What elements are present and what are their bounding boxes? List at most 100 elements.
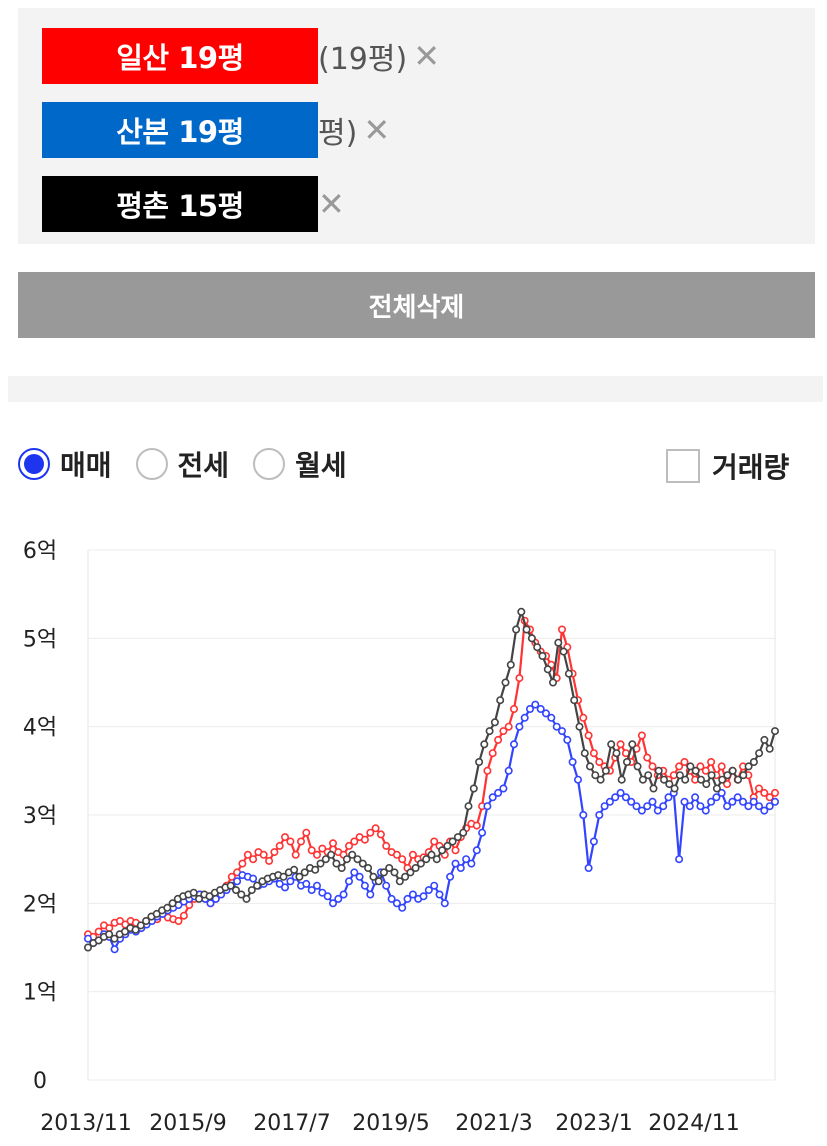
data-point xyxy=(744,802,753,811)
data-point xyxy=(557,625,566,634)
data-point xyxy=(302,879,311,888)
data-point xyxy=(472,846,481,855)
radio-circle-icon[interactable] xyxy=(18,448,50,480)
data-point xyxy=(760,806,769,815)
x-tick-label: 2023/1 xyxy=(555,1111,632,1136)
data-point xyxy=(348,850,357,859)
data-point xyxy=(584,731,593,740)
data-point xyxy=(701,766,710,775)
data-point xyxy=(755,749,764,758)
data-point xyxy=(600,802,609,811)
data-point xyxy=(321,855,330,864)
data-point xyxy=(509,740,518,749)
x-tick-label: 2015/9 xyxy=(149,1111,226,1136)
data-point xyxy=(451,846,460,855)
data-point xyxy=(584,863,593,872)
data-point xyxy=(419,892,428,901)
data-point xyxy=(712,784,721,793)
data-point xyxy=(548,678,557,687)
data-point xyxy=(675,855,684,864)
data-point xyxy=(478,828,487,837)
data-point xyxy=(334,894,343,903)
radio-sale[interactable]: 매매 xyxy=(18,444,112,484)
radio-circle-icon[interactable] xyxy=(135,448,168,480)
tag-ilsan-size: (19평) xyxy=(318,42,408,77)
data-point xyxy=(253,881,262,890)
data-point xyxy=(691,793,700,802)
data-point xyxy=(472,821,481,830)
radio-wolse[interactable]: 월세 xyxy=(253,444,347,484)
data-point xyxy=(509,705,518,714)
data-point xyxy=(265,856,274,865)
data-point xyxy=(438,846,447,855)
close-icon[interactable]: ✕ xyxy=(363,111,391,149)
data-point xyxy=(504,722,513,731)
data-point xyxy=(536,705,545,714)
x-tick-label: 2013/11 xyxy=(40,1111,131,1136)
data-point xyxy=(312,850,321,859)
data-point xyxy=(501,678,510,687)
data-point xyxy=(422,855,431,864)
data-point xyxy=(728,797,737,806)
data-point xyxy=(707,771,716,780)
data-point xyxy=(616,740,625,749)
data-point xyxy=(430,881,439,890)
close-icon[interactable]: ✕ xyxy=(413,37,440,75)
data-point xyxy=(243,850,252,859)
data-point xyxy=(350,868,359,877)
data-point xyxy=(279,872,288,881)
data-point xyxy=(238,859,247,868)
radio-jeonse[interactable]: 전세 xyxy=(135,444,229,484)
data-point xyxy=(557,727,566,736)
tag-ilsan[interactable]: 일산 19평 xyxy=(42,28,318,84)
data-point xyxy=(459,828,468,837)
data-point xyxy=(376,830,385,839)
data-point xyxy=(398,855,407,864)
data-point xyxy=(350,837,359,846)
data-point xyxy=(275,841,284,850)
data-point xyxy=(638,775,647,784)
data-point xyxy=(411,863,420,872)
data-point xyxy=(280,883,289,892)
y-tick-label: 3억 xyxy=(23,804,57,829)
data-point xyxy=(665,780,674,789)
data-point xyxy=(515,722,524,731)
data-point xyxy=(233,877,242,886)
data-point xyxy=(637,731,646,740)
delete-all-button[interactable]: 전체삭제 xyxy=(18,272,815,338)
tag-row-1: 일산 19평 (19평) ✕ xyxy=(42,28,440,84)
data-point xyxy=(552,722,561,731)
x-tick-label: 2017/7 xyxy=(253,1111,330,1136)
data-point xyxy=(717,762,726,771)
data-point xyxy=(427,850,436,859)
data-point xyxy=(517,607,526,616)
tag-pyeongchon[interactable]: 평촌 15평 xyxy=(42,176,318,232)
data-point xyxy=(512,625,521,634)
data-point xyxy=(379,868,388,877)
data-point xyxy=(707,758,716,767)
data-point xyxy=(696,775,705,784)
x-tick-label: 2019/5 xyxy=(352,1111,429,1136)
data-point xyxy=(607,740,616,749)
x-tick-label: 2021/3 xyxy=(455,1111,532,1136)
tag-sanbon[interactable]: 산본 19평 xyxy=(42,102,318,158)
data-point xyxy=(728,766,737,775)
data-point xyxy=(653,806,662,815)
data-point xyxy=(770,727,779,736)
data-point xyxy=(686,762,695,771)
tag-sanbon-size: 평) xyxy=(318,116,358,151)
data-point xyxy=(527,634,536,643)
data-point xyxy=(506,660,515,669)
data-point xyxy=(591,771,600,780)
volume-toggle[interactable]: 거래량 xyxy=(666,446,789,486)
volume-checkbox[interactable] xyxy=(666,449,700,483)
data-point xyxy=(494,735,503,744)
data-point xyxy=(435,890,444,899)
data-point xyxy=(311,865,320,874)
data-point xyxy=(681,775,690,784)
data-point xyxy=(595,810,604,819)
data-point xyxy=(392,850,401,859)
radio-circle-icon[interactable] xyxy=(253,448,286,480)
data-point xyxy=(163,903,172,912)
close-icon[interactable]: ✕ xyxy=(318,185,345,223)
